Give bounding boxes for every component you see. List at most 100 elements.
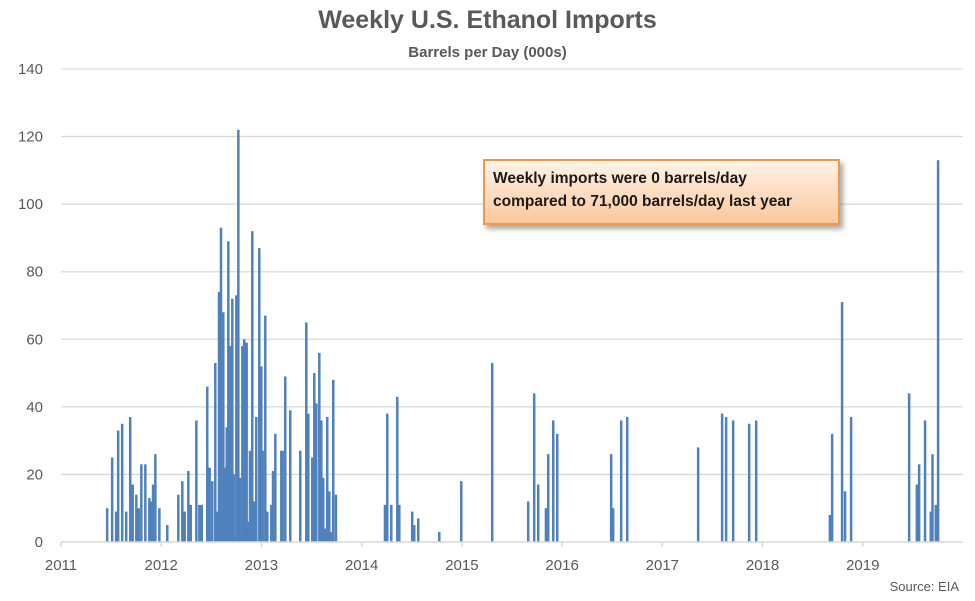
data-bar bbox=[274, 433, 277, 542]
data-bar bbox=[110, 457, 114, 542]
y-tick-label: 20 bbox=[26, 466, 43, 483]
y-tick-label: 60 bbox=[26, 331, 43, 348]
data-bar bbox=[383, 504, 387, 542]
data-bar bbox=[396, 396, 399, 542]
data-bar bbox=[438, 531, 441, 542]
data-bar bbox=[247, 521, 250, 542]
data-bar bbox=[747, 423, 751, 542]
data-bar bbox=[724, 416, 728, 542]
data-bar bbox=[245, 342, 248, 542]
data-bar bbox=[166, 525, 169, 542]
data-bar bbox=[754, 420, 758, 542]
data-bar bbox=[936, 160, 940, 542]
data-bar bbox=[840, 302, 844, 542]
data-bar bbox=[195, 420, 198, 542]
data-bar bbox=[131, 484, 134, 542]
data-bar bbox=[219, 227, 223, 543]
data-bar bbox=[526, 501, 530, 542]
x-tick-label: 2012 bbox=[145, 557, 178, 574]
data-bar bbox=[241, 346, 244, 542]
data-bar bbox=[116, 430, 120, 542]
data-bar bbox=[222, 312, 225, 542]
annotation-line-2: compared to 71,000 barrels/day last year bbox=[493, 193, 792, 210]
chart-title: Weekly U.S. Ethanol Imports bbox=[318, 6, 657, 34]
data-bar bbox=[329, 531, 333, 542]
data-bar bbox=[154, 454, 157, 542]
y-tick-label: 100 bbox=[18, 196, 43, 213]
x-tick-label: 2011 bbox=[45, 557, 77, 574]
data-bar bbox=[183, 511, 186, 542]
data-bar bbox=[551, 420, 555, 542]
data-bar bbox=[187, 471, 190, 542]
data-bar bbox=[114, 511, 118, 542]
data-bar bbox=[283, 376, 287, 542]
x-tick-label: 2015 bbox=[445, 557, 478, 574]
data-bar bbox=[105, 508, 109, 542]
x-tick-label: 2018 bbox=[746, 557, 779, 574]
data-bar bbox=[313, 373, 316, 542]
data-bar bbox=[140, 464, 143, 542]
x-tick-label: 2019 bbox=[846, 557, 879, 574]
data-bar bbox=[238, 477, 242, 542]
annotation-line-1: Weekly imports were 0 barrels/day bbox=[493, 170, 747, 187]
data-bar bbox=[611, 508, 615, 542]
data-bar bbox=[907, 393, 911, 542]
data-bar bbox=[227, 241, 230, 543]
data-bar bbox=[731, 420, 735, 542]
data-bar bbox=[260, 366, 263, 542]
data-bar bbox=[490, 362, 494, 542]
data-bar bbox=[398, 504, 401, 542]
x-tick-label: 2014 bbox=[345, 557, 378, 574]
data-bar bbox=[325, 416, 329, 542]
data-bar bbox=[150, 501, 153, 542]
data-bar bbox=[237, 129, 240, 543]
data-bar bbox=[828, 514, 832, 542]
data-bar bbox=[248, 450, 252, 542]
data-bar bbox=[934, 504, 938, 542]
data-bar bbox=[231, 298, 234, 542]
data-bar bbox=[214, 362, 217, 542]
data-bar bbox=[931, 454, 934, 542]
y-tick-label: 120 bbox=[18, 129, 43, 146]
x-tick-label: 2013 bbox=[245, 557, 278, 574]
data-bar bbox=[216, 511, 219, 542]
data-bar bbox=[144, 464, 147, 542]
data-bar bbox=[198, 504, 201, 542]
data-bar bbox=[124, 511, 128, 542]
data-bar bbox=[536, 484, 540, 542]
data-bar bbox=[217, 291, 221, 542]
data-bar bbox=[625, 416, 629, 542]
data-bar bbox=[410, 511, 414, 542]
data-bar bbox=[416, 518, 420, 542]
data-bar bbox=[609, 454, 613, 542]
data-bar bbox=[332, 379, 335, 542]
data-bar bbox=[299, 450, 302, 542]
data-bar bbox=[206, 386, 209, 542]
data-bar bbox=[830, 433, 834, 542]
data-bar bbox=[135, 494, 138, 542]
data-bar bbox=[211, 481, 214, 542]
data-bar bbox=[261, 450, 264, 542]
annotation-box: Weekly imports were 0 barrels/day compar… bbox=[483, 159, 840, 225]
data-bar bbox=[289, 410, 292, 542]
data-bar bbox=[849, 416, 853, 542]
data-bar bbox=[532, 393, 536, 542]
data-bar bbox=[696, 447, 700, 542]
data-bar bbox=[255, 416, 258, 542]
data-bar bbox=[208, 467, 211, 542]
data-bar bbox=[151, 484, 155, 542]
data-bar bbox=[327, 491, 331, 542]
data-bar bbox=[224, 467, 227, 542]
data-bar bbox=[243, 339, 246, 542]
data-bar bbox=[321, 477, 325, 542]
data-bar bbox=[270, 504, 273, 542]
y-tick-label: 80 bbox=[26, 264, 43, 281]
data-bar bbox=[235, 295, 238, 542]
data-bar bbox=[843, 491, 847, 542]
data-bar bbox=[253, 501, 256, 542]
data-bar bbox=[137, 508, 140, 542]
data-bar bbox=[546, 454, 550, 542]
data-bar bbox=[281, 450, 284, 542]
data-bar bbox=[189, 504, 192, 542]
